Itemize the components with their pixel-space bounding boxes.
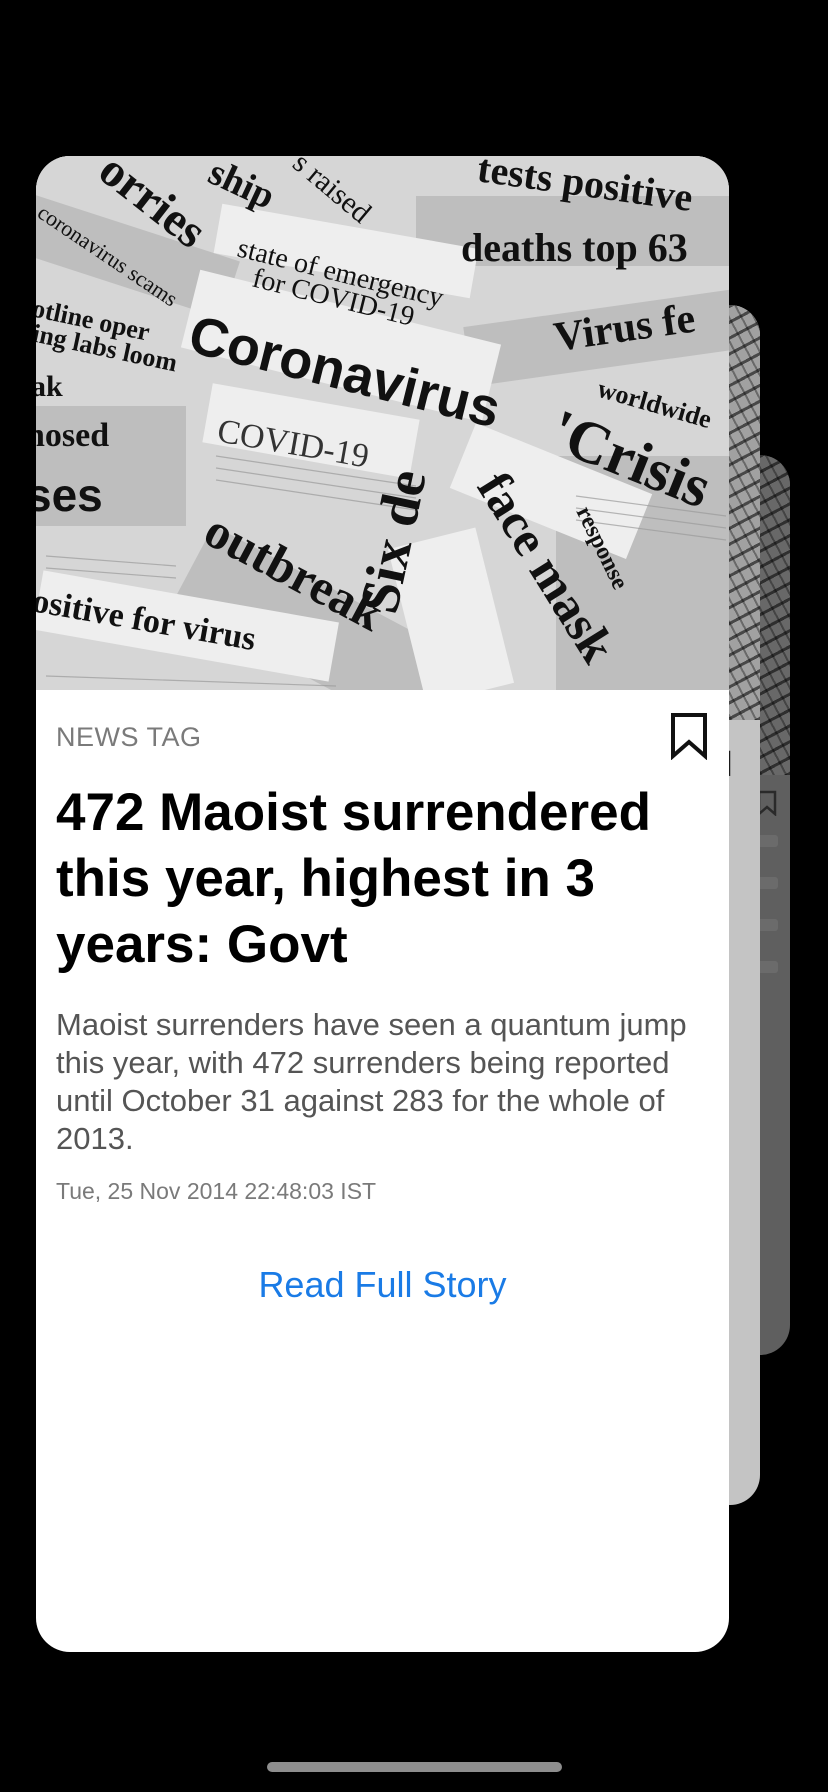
hero-headline: ses [36,469,103,521]
timestamp: Tue, 25 Nov 2014 22:48:03 IST [56,1178,377,1204]
hero-headline: deaths top 63 [461,225,688,270]
home-indicator[interactable] [267,1762,562,1772]
hero-headline: nosed [36,417,109,454]
summary: Maoist surrenders have seen a quantum ju… [56,1007,687,1156]
news-tag: NEWS TAG [56,722,202,752]
read-full-story-link[interactable]: Read Full Story [258,1264,507,1305]
headline: 472 Maoist surrendered this year, highes… [56,783,652,974]
news-card[interactable]: tests positive orries ship s raised deat… [36,156,729,1652]
hero-image: tests positive orries ship s raised deat… [36,156,729,690]
bookmark-icon[interactable] [669,712,709,760]
hero-headline: ak [36,370,63,403]
